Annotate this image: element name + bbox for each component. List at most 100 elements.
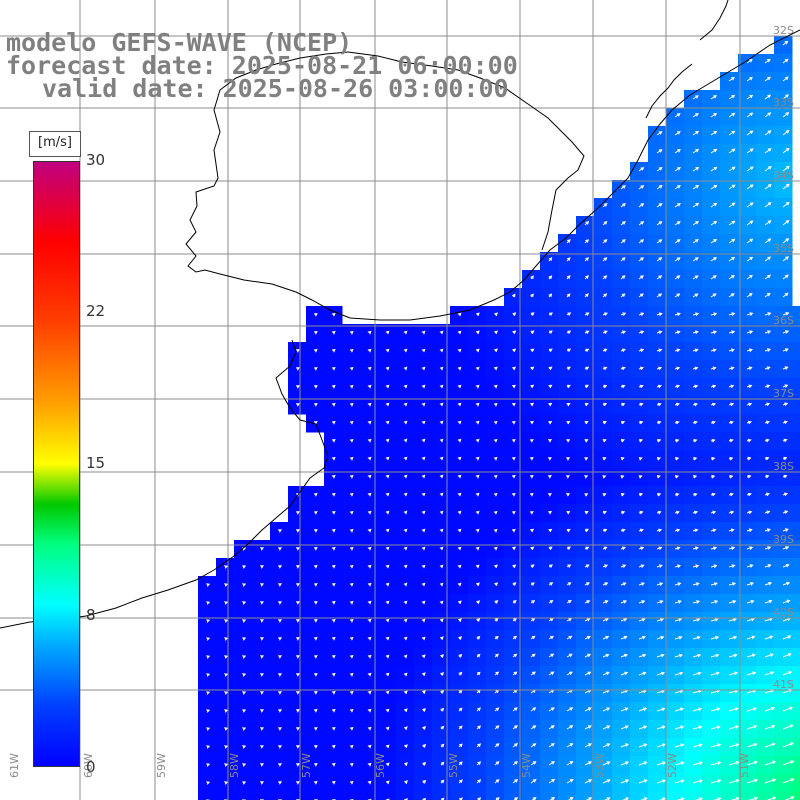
wind-arrow <box>530 600 536 604</box>
wind-arrow <box>331 780 336 785</box>
wind-arrow <box>620 761 630 766</box>
wind-arrow <box>782 724 794 730</box>
wind-arrow <box>278 691 283 695</box>
wind-arrow <box>475 492 480 497</box>
wind-arrow <box>548 439 552 443</box>
wind-arrow <box>620 420 626 425</box>
wind-arrow <box>385 330 390 335</box>
wind-arrow <box>746 474 752 479</box>
wind-arrow <box>494 582 499 586</box>
wind-arrow <box>728 707 739 712</box>
wind-arrow <box>493 546 498 551</box>
wind-arrow <box>602 402 608 407</box>
latitude-label: 35S <box>773 242 794 255</box>
wind-arrow <box>494 725 500 730</box>
field-cell <box>558 792 577 800</box>
wind-arrow <box>439 600 444 605</box>
wind-arrow <box>493 366 498 371</box>
wind-arrow <box>728 761 740 766</box>
wind-arrow <box>475 546 480 551</box>
wind-arrow <box>475 330 480 335</box>
wind-arrow <box>385 420 390 425</box>
wind-arrow <box>421 636 426 641</box>
wind-arrow <box>566 653 573 658</box>
wind-arrow <box>512 564 517 569</box>
forecast-date: forecast date: 2025-08-21 06:00:00 <box>6 51 518 80</box>
wind-arrow <box>421 510 426 515</box>
wind-arrow <box>638 366 644 371</box>
wind-arrow <box>638 185 645 190</box>
wind-arrow <box>710 474 716 479</box>
wind-arrow <box>403 636 408 641</box>
wind-arrow <box>260 781 265 785</box>
wind-arrow <box>656 293 663 298</box>
wind-arrow <box>242 781 247 785</box>
wind-arrow <box>728 546 736 550</box>
wind-arrow <box>295 691 300 695</box>
wind-arrow <box>584 220 590 226</box>
wind-arrow <box>458 707 463 712</box>
wind-arrow <box>692 312 700 316</box>
wind-arrow <box>260 763 265 767</box>
wind-arrow <box>674 564 682 568</box>
wind-arrow <box>656 492 662 497</box>
wind-arrow <box>511 293 516 298</box>
wind-arrow <box>403 438 408 443</box>
field-cell <box>792 450 800 469</box>
coastline <box>0 0 800 629</box>
wind-arrow <box>728 330 736 334</box>
wind-arrow <box>710 184 718 190</box>
wind-arrow <box>458 725 463 730</box>
wind-arrow <box>548 600 554 604</box>
wind-arrow <box>692 402 698 407</box>
wind-arrow <box>313 654 318 659</box>
wind-arrow <box>638 312 645 316</box>
wind-arrow <box>260 565 265 569</box>
wind-arrow <box>278 529 283 533</box>
wind-arrow <box>638 257 645 262</box>
wind-arrow <box>728 510 735 515</box>
wind-arrow <box>692 293 699 298</box>
wind-arrow <box>602 564 609 568</box>
wind-arrow <box>656 366 663 371</box>
wind-arrow <box>385 726 390 731</box>
wind-arrow <box>710 582 718 586</box>
wind-arrow <box>656 475 661 479</box>
wind-arrow <box>728 312 736 316</box>
wind-arrow <box>602 239 608 244</box>
wind-arrow <box>620 366 626 371</box>
wind-arrow <box>313 420 318 425</box>
wind-arrow <box>692 725 703 730</box>
wind-arrow <box>295 637 300 641</box>
wind-arrow <box>764 402 771 407</box>
wind-arrow <box>584 421 589 425</box>
wind-arrow <box>421 672 426 677</box>
wind-arrow <box>728 256 736 262</box>
wind-arrow <box>602 220 608 226</box>
wind-arrow <box>764 94 772 100</box>
coastline-uruguay-river <box>347 51 585 251</box>
wind-arrow <box>422 708 426 712</box>
wind-arrow <box>530 384 535 389</box>
wind-arrow <box>566 293 571 298</box>
wind-arrow <box>206 691 211 695</box>
wind-arrow <box>710 166 718 172</box>
wind-arrow <box>548 779 556 784</box>
wind-arrow <box>674 475 680 479</box>
wind-arrow <box>295 349 300 353</box>
wind-arrow <box>331 690 336 695</box>
wind-arrow <box>565 475 570 479</box>
wind-arrow <box>439 564 444 569</box>
wind-arrow <box>295 565 300 569</box>
wind-arrow <box>440 672 445 676</box>
colorbar-tick-30: 30 <box>86 151 106 169</box>
wind-arrow <box>710 239 718 244</box>
wind-arrow <box>782 438 788 443</box>
wind-arrow <box>746 148 754 154</box>
field-cell <box>540 252 559 271</box>
wind-arrow <box>512 546 517 551</box>
wind-arrow <box>295 745 300 749</box>
wind-arrow <box>530 420 534 425</box>
wind-arrow <box>602 420 607 425</box>
